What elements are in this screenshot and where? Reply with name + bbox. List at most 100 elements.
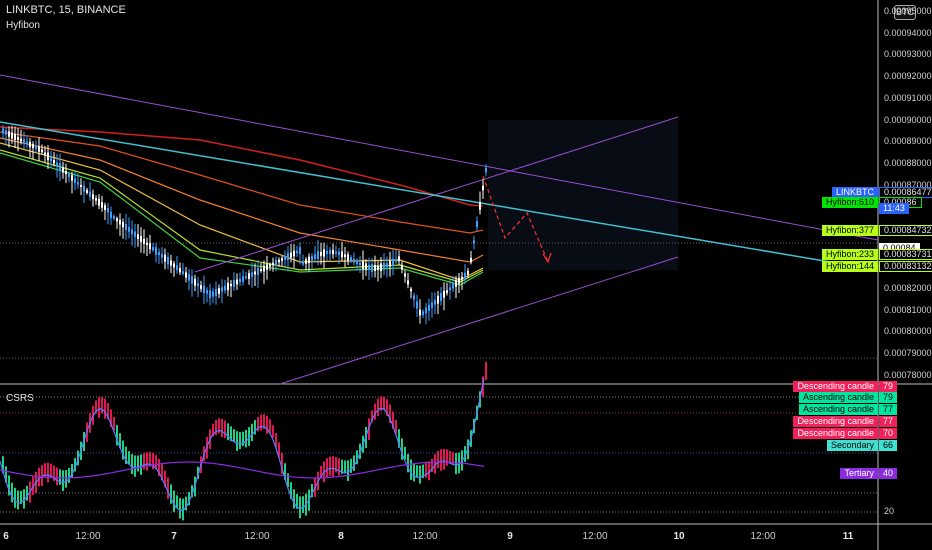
candle-body [425,307,427,314]
time-axis-label: 11 [842,531,854,542]
candle-body [149,243,151,250]
time-axis-label: 8 [338,531,344,542]
candle-body [272,262,274,266]
forecast-arrowhead [542,252,552,264]
price-axis-label: 0.00082000 [884,283,932,293]
candle-body [242,276,244,282]
price-axis-label: 0.00092000 [884,71,932,82]
csrs-tag-value: 77 [879,404,898,415]
csrs-bar [407,454,409,473]
candle-body [224,285,226,291]
candle-body [344,254,346,258]
csrs-bar [443,448,445,470]
currency-button[interactable]: BTC [894,5,916,20]
csrs-bar [56,467,58,486]
candle-body [137,234,139,239]
csrs-bar [434,454,436,474]
csrs-tag-label: Tertiary [840,468,878,479]
csrs-bar [227,423,229,441]
price-tag-label: LINKBTC [831,187,878,198]
price-tag-label: Hyfibon:144 [821,261,878,272]
csrs-bar [404,446,406,460]
candle-body [458,277,460,284]
candle-body [155,247,157,255]
csrs-bar [371,410,373,423]
csrs-bar [296,494,298,509]
csrs-bar [50,463,52,477]
csrs-bar [62,470,64,491]
candle-body [59,163,61,171]
trendline [0,121,879,271]
candle-body [173,263,175,268]
projection-area [488,120,678,270]
channel-mid-line [194,116,679,273]
candle-body [182,271,184,274]
csrs-bar [440,449,442,471]
price-axis-label: 0.00080000 [884,326,932,337]
candle-body [392,258,394,266]
candle-body [428,304,430,311]
csrs-bar [224,420,226,439]
candle-body [455,280,457,287]
candle-body [167,256,169,265]
candle-body [371,263,373,272]
csrs-tag-value: 70 [879,428,898,439]
csrs-bar [236,431,238,451]
candle-body [365,263,367,270]
candle-body [293,250,295,257]
candle-body [377,265,379,270]
candle-body [356,260,358,265]
csrs-bar [176,495,178,508]
ma-89-line [0,149,484,283]
csrs-bar [452,452,454,466]
csrs-bar [401,438,403,460]
price-axis-label: 0.00090000 [884,114,932,125]
candle-body [5,130,7,135]
csrs-secondary-line [0,378,485,512]
csrs-bar [107,403,109,420]
csrs-bar [164,470,166,488]
candle-body [326,250,328,254]
candle-body [479,202,481,210]
csrs-bar [110,409,112,428]
candle-body [320,252,322,256]
csrs-tertiary-line [0,461,485,479]
csrs-bar [332,456,334,478]
candle-body [233,280,235,287]
csrs-bar [275,433,277,448]
csrs-bar [254,420,256,435]
csrs-bar [299,496,301,519]
candle-body [44,152,46,155]
csrs-bar [122,440,124,460]
time-axis-label: 7 [171,531,177,542]
candle-body [431,302,433,308]
price-axis-label: 0.00087000 [884,179,932,190]
csrs-bar [113,416,115,431]
csrs-bar [11,482,13,503]
csrs-bar [23,489,25,509]
candle-body [485,167,487,173]
candle-body [140,236,142,242]
candle-body [437,295,439,304]
csrs-bar [116,425,118,446]
csrs-bar [386,399,388,417]
csrs-bar [47,462,49,483]
candle-body [209,290,211,299]
csrs-bar [251,423,253,442]
candle-body [131,229,133,235]
csrs-bar [74,458,76,472]
csrs-bar [413,463,415,482]
price-tag-value: 11:43 [879,203,909,214]
csrs-bar [173,490,175,512]
csrs-bar [464,446,466,462]
price-tag-value: 0.00083731 [879,249,932,260]
candle-body [92,194,94,200]
candle-body [278,259,280,263]
csrs-bar [260,414,262,431]
candle-body [401,265,403,270]
candle-body [347,254,349,261]
candle-body [83,185,85,192]
time-axis-label: 12:00 [582,531,608,542]
price-axis-label: 0.00078000 [884,369,932,380]
